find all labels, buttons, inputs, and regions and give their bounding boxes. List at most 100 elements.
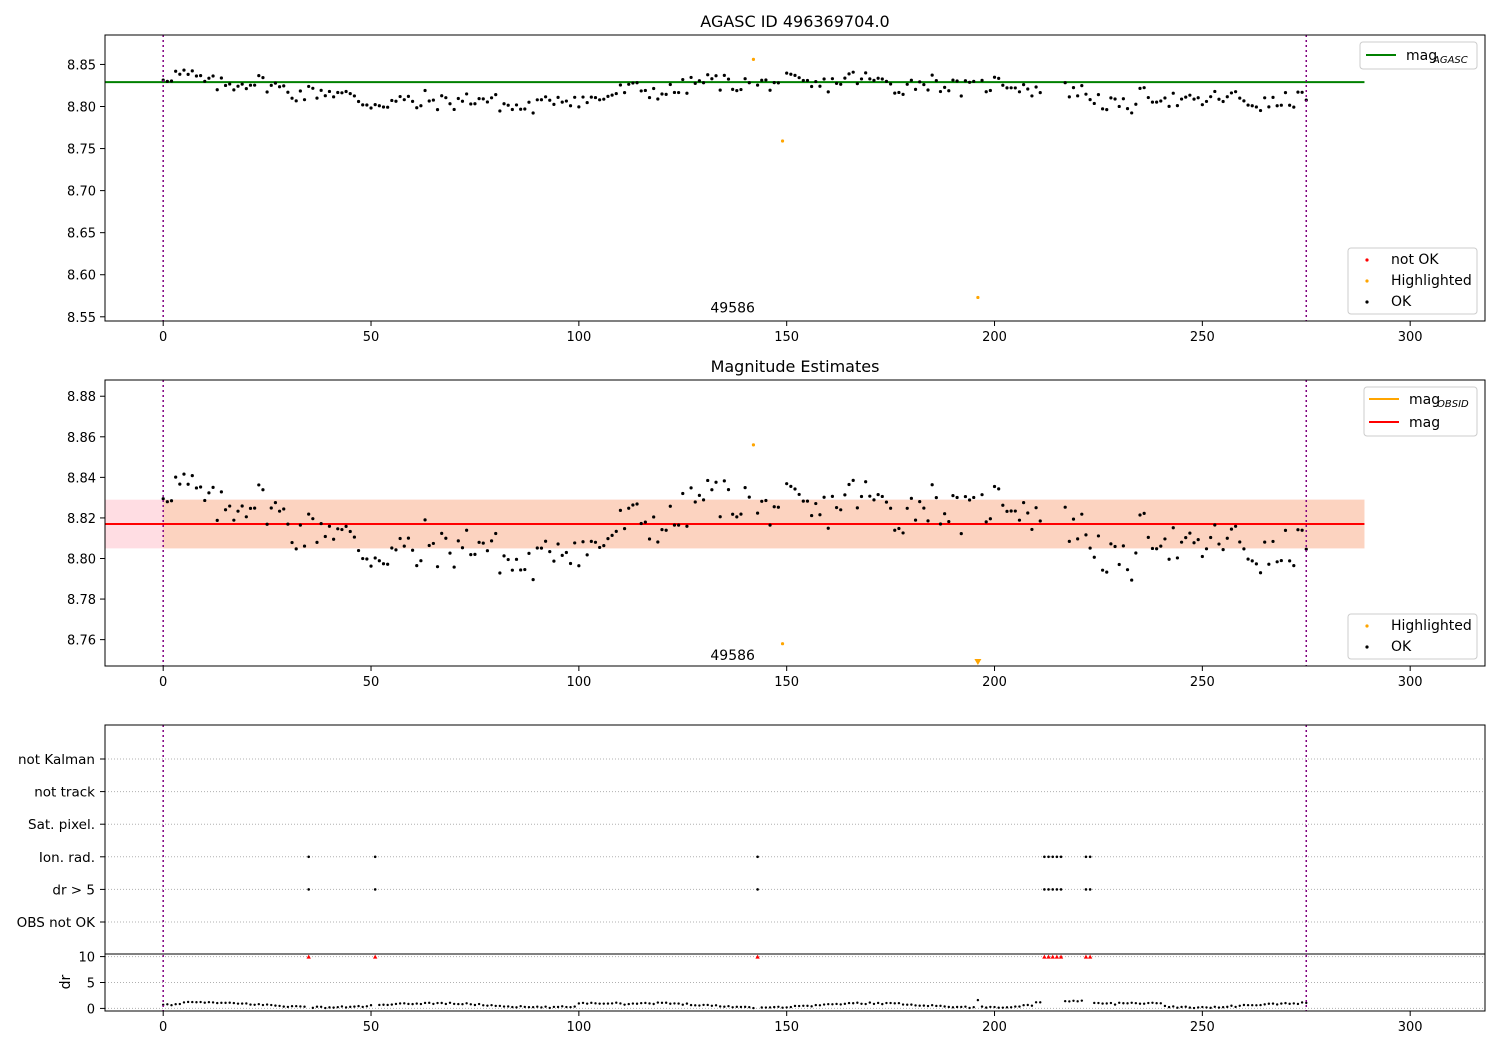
ok-point [652, 86, 656, 91]
dr-point [1242, 1003, 1246, 1007]
dr-point [673, 1002, 676, 1005]
ok-point [419, 104, 423, 108]
dr-point [511, 1005, 514, 1009]
dr-point [1246, 1003, 1250, 1007]
dr-point [623, 1003, 626, 1006]
ok-point [1117, 104, 1121, 109]
panel1-legend-top: mag AGASC [1359, 41, 1478, 70]
dr-point [652, 1002, 655, 1006]
dr-point [839, 1003, 842, 1006]
dr-point [1159, 1002, 1162, 1005]
flag-point [1047, 888, 1050, 891]
dr-point [270, 1003, 273, 1007]
dr-point [170, 1003, 173, 1007]
ok-point [710, 77, 714, 81]
dr-point [432, 1002, 435, 1006]
ok-point [1030, 527, 1034, 532]
dr-point [531, 1005, 535, 1009]
ok-point [1300, 90, 1304, 94]
ok-point [818, 84, 822, 88]
ok-point [909, 78, 913, 82]
y-tick-label: 8.76 [67, 634, 96, 649]
dr-point [1217, 1006, 1221, 1009]
ok-point [735, 89, 739, 93]
ok-point [190, 69, 194, 73]
x-tick-label: 300 [1398, 1020, 1423, 1035]
ok-point [897, 90, 901, 95]
dr-point [793, 1004, 797, 1008]
ok-point [1100, 568, 1105, 572]
dr-point [220, 1001, 223, 1005]
x-tick-label: 200 [982, 1020, 1007, 1035]
dr-point [199, 1000, 202, 1004]
ok-point [261, 488, 265, 492]
ok-point [169, 79, 174, 83]
ok-point [448, 551, 452, 555]
ok-point [664, 92, 668, 96]
flag-point [1059, 855, 1063, 859]
dr-point [1134, 1001, 1138, 1005]
ok-point [269, 506, 273, 510]
dr-point [581, 1001, 585, 1005]
flag-point [373, 855, 377, 859]
ok-point [381, 105, 386, 109]
dr-point [407, 1002, 410, 1006]
ok-point [465, 92, 469, 96]
ok-point [1225, 536, 1229, 540]
ok-point [847, 72, 851, 76]
dr-point [506, 1005, 510, 1008]
y-tick-label: 8.80 [67, 101, 96, 116]
dr-point [561, 1005, 564, 1008]
ok-point [805, 78, 810, 83]
ok-point [822, 495, 826, 499]
ok-point [514, 557, 519, 561]
dr-point [357, 1004, 360, 1008]
flag-point [373, 888, 377, 891]
ok-point [706, 73, 710, 77]
ok-point [934, 78, 938, 83]
ok-point [544, 95, 548, 99]
ok-point [847, 482, 851, 487]
ok-point [755, 83, 760, 87]
ok-point [972, 495, 976, 500]
dr-point [1118, 1001, 1121, 1004]
ok-point [726, 488, 731, 492]
ok-point [244, 87, 248, 91]
dr-point [760, 1006, 763, 1009]
ok-point [199, 485, 203, 489]
ok-point [386, 105, 390, 109]
ok-point [1134, 551, 1138, 555]
ok-point [286, 522, 290, 526]
flag-point [1051, 888, 1055, 891]
dr-point [486, 1004, 489, 1007]
ok-point [514, 103, 519, 107]
ok-point [506, 557, 510, 562]
dr-point [303, 1005, 306, 1008]
ok-point [1196, 96, 1200, 100]
dr-high-marker [755, 954, 760, 959]
ok-point [377, 559, 381, 563]
dr-point [265, 1003, 269, 1006]
ok-point [581, 95, 585, 99]
flag-point [1043, 855, 1046, 859]
dr-point [573, 1005, 576, 1008]
dr-point [843, 1002, 847, 1006]
ok-point [868, 494, 872, 498]
dr-point [851, 1002, 855, 1005]
ok-point [1138, 86, 1142, 90]
ok-point [801, 499, 805, 503]
ok-point [618, 83, 623, 87]
ok-point [1159, 99, 1163, 103]
dr-point [1167, 1005, 1171, 1009]
ok-point [1084, 92, 1088, 96]
ok-point [639, 521, 643, 526]
ok-point [1167, 104, 1171, 108]
ok-point [876, 492, 880, 497]
ok-point [805, 499, 810, 503]
ok-point [639, 89, 643, 93]
ok-point [947, 519, 951, 524]
dr-point [835, 1002, 838, 1006]
ok-point [864, 71, 868, 75]
highlighted-point [751, 57, 756, 61]
